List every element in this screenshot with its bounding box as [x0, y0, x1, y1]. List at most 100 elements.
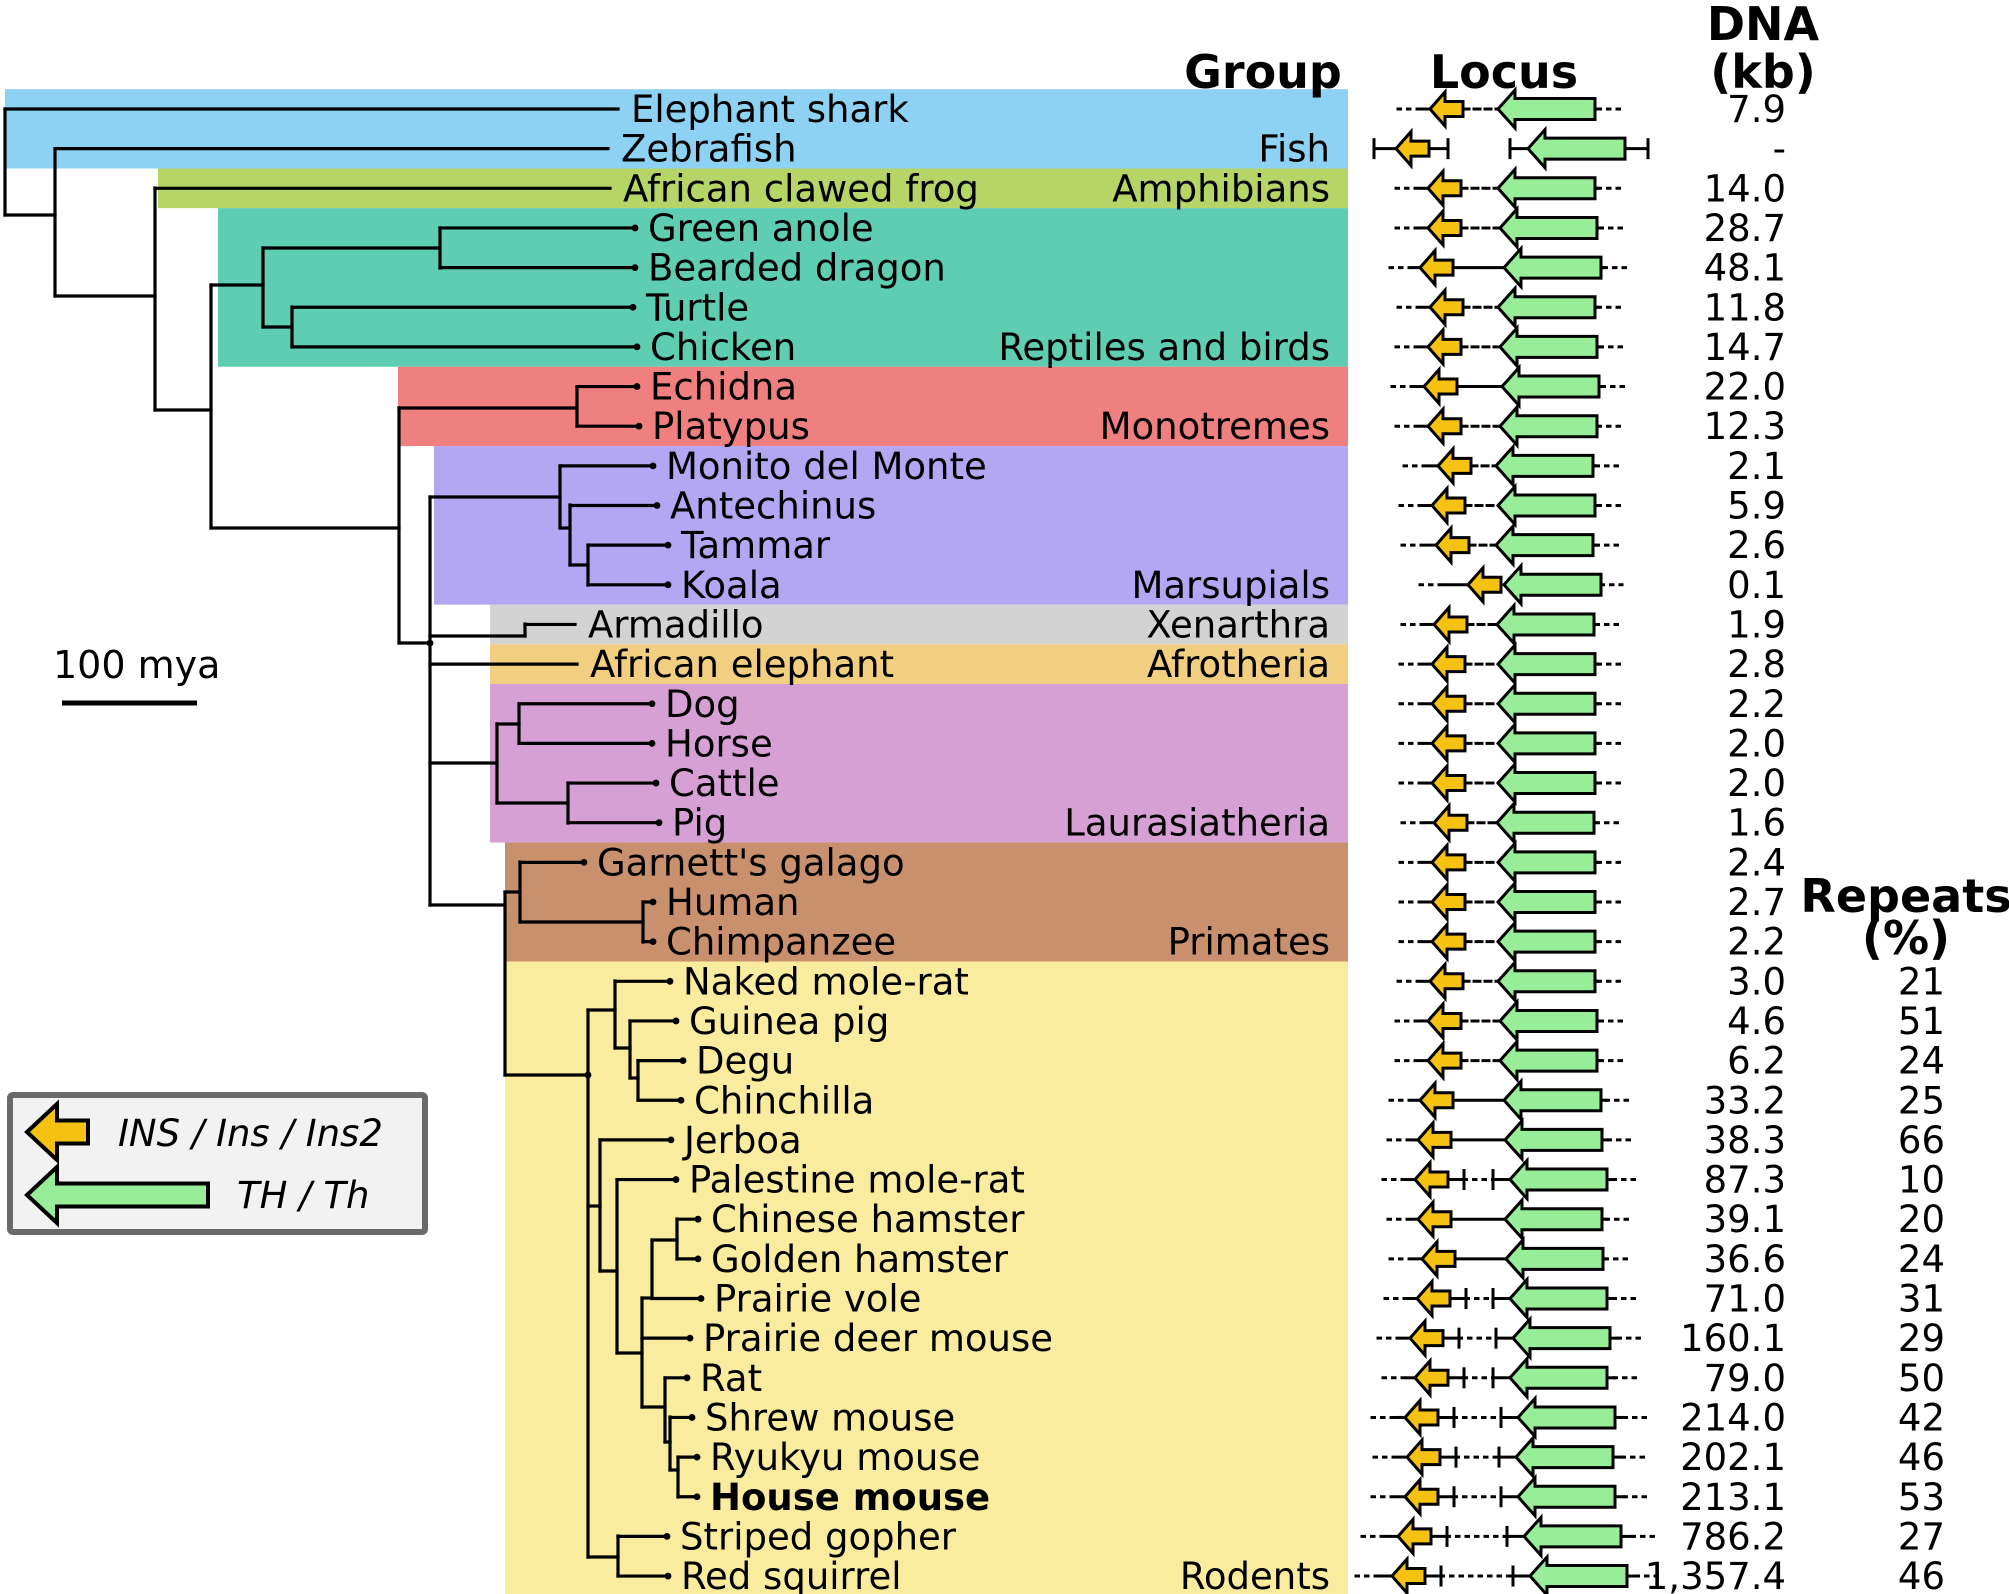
- th-arrow: [1495, 760, 1597, 806]
- tip-dot: [648, 700, 656, 708]
- th-arrow: [1527, 1553, 1629, 1594]
- group-column-header: Group: [1184, 45, 1342, 99]
- group-band-fish: [5, 89, 1348, 169]
- tip-dot: [663, 1533, 671, 1540]
- group-label-afrotheria: Afrotheria: [1147, 643, 1330, 686]
- tip-dot: [653, 502, 661, 509]
- dna-value: 87.3: [1704, 1159, 1786, 1202]
- tip-dot: [580, 858, 588, 866]
- phylogenetic-tree: [3, 107, 705, 1580]
- dna-value: 71.0: [1704, 1278, 1786, 1321]
- th-arrow: [1525, 125, 1627, 172]
- species-label-dog: Dog: [665, 683, 740, 726]
- ins-arrow: [1429, 841, 1467, 884]
- ins-arrow: [1431, 801, 1469, 844]
- tip-dot: [694, 1215, 702, 1223]
- locus-row-green-anole: [1394, 205, 1626, 251]
- species-label-house-mouse: House mouse: [710, 1476, 990, 1519]
- species-label-jerboa: Jerboa: [682, 1119, 802, 1162]
- locus-row-golden-hamster: [1388, 1235, 1631, 1282]
- species-label-zebrafish: Zebrafish: [621, 128, 797, 171]
- tip-dot: [697, 1295, 705, 1302]
- ins-arrow: [1419, 1237, 1457, 1280]
- dna-value: 213.1: [1680, 1476, 1786, 1519]
- tip-dot: [633, 343, 641, 351]
- tip-dot: [667, 1136, 675, 1144]
- locus-row-platypus: [1394, 403, 1624, 450]
- th-arrow: [1497, 403, 1599, 450]
- species-label-horse: Horse: [665, 722, 773, 765]
- th-arrow: [1495, 284, 1597, 331]
- ins-arrow: [1407, 1317, 1445, 1360]
- th-arrow: [1521, 1513, 1623, 1560]
- dna-value: -: [1773, 128, 1786, 171]
- dna-value: 48.1: [1704, 247, 1786, 290]
- ins-arrow: [1395, 1515, 1433, 1558]
- dna-value: 0.1: [1727, 564, 1786, 607]
- ins-arrow: [1425, 167, 1463, 210]
- group-band-afrotheria: [490, 644, 1348, 684]
- species-label-pig: Pig: [672, 802, 727, 845]
- tree-node-dot: [426, 639, 434, 647]
- dna-value: 1.6: [1727, 802, 1786, 845]
- locus-column: [1354, 86, 1662, 1594]
- dna-value: 3.0: [1727, 960, 1786, 1003]
- scale-bar-label: 100 mya: [53, 643, 220, 687]
- th-arrow: [1499, 363, 1601, 410]
- repeats-unit-header: (%): [1862, 911, 1950, 965]
- tip-dot: [672, 1017, 680, 1025]
- th-arrow: [1494, 799, 1596, 846]
- locus-row-palestine-mole-rat: [1381, 1156, 1639, 1203]
- locus-row-naked-mole-rat: [1396, 958, 1624, 1005]
- tip-dot: [652, 779, 660, 787]
- species-label-garnett-s-galago: Garnett's galago: [597, 841, 905, 884]
- locus-row-garnett-s-galago: [1398, 839, 1624, 886]
- ins-arrow: [1427, 88, 1465, 130]
- repeats-value: 27: [1898, 1515, 1945, 1558]
- species-label-degu: Degu: [696, 1040, 794, 1083]
- ins-arrow: [1429, 484, 1467, 527]
- dna-value: 14.0: [1704, 167, 1786, 210]
- tip-dot: [664, 1572, 672, 1580]
- ins-arrow: [1429, 722, 1467, 765]
- tip-dot: [664, 541, 672, 549]
- th-arrow: [1502, 1116, 1604, 1163]
- dna-value: 33.2: [1704, 1079, 1786, 1122]
- species-label-koala: Koala: [681, 564, 782, 607]
- dna-value: 2.4: [1727, 841, 1786, 884]
- ins-arrow: [1402, 1396, 1440, 1439]
- tip-dot: [635, 422, 643, 430]
- time-scale-bar: 100 mya: [53, 643, 220, 706]
- repeats-value: 46: [1898, 1436, 1945, 1479]
- th-arrow: [1497, 323, 1599, 370]
- group-band-reptiles-and-birds: [218, 208, 1348, 367]
- tip-dot: [672, 1176, 680, 1183]
- locus-row-pig: [1400, 799, 1622, 846]
- locus-row-guinea-pig: [1394, 998, 1626, 1044]
- dna-value: 38.3: [1704, 1119, 1786, 1162]
- tip-dot: [677, 1096, 685, 1104]
- dna-value: 202.1: [1680, 1436, 1786, 1479]
- species-label-african-clawed-frog: African clawed frog: [623, 167, 979, 210]
- tree-node-dot: [584, 1071, 592, 1079]
- dna-column-header: DNA: [1707, 0, 1820, 51]
- locus-row-turtle: [1396, 284, 1624, 331]
- legend-ins-arrow-icon: [24, 1099, 90, 1165]
- ins-arrow: [1425, 405, 1463, 448]
- locus-column-header: Locus: [1430, 45, 1578, 99]
- tip-dot: [693, 1493, 701, 1501]
- ins-arrow: [1433, 524, 1471, 567]
- th-arrow: [1495, 958, 1597, 1005]
- locus-row-african-elephant: [1398, 641, 1624, 688]
- th-arrow: [1497, 1037, 1599, 1084]
- tip-dot: [631, 264, 639, 271]
- tip-dot: [694, 1255, 702, 1263]
- dna-value: 5.9: [1727, 485, 1786, 528]
- ins-arrow: [1431, 603, 1469, 646]
- dna-value: 14.7: [1704, 326, 1786, 369]
- th-arrow: [1495, 839, 1597, 886]
- locus-row-zebrafish: [1372, 125, 1650, 172]
- species-label-naked-mole-rat: Naked mole-rat: [683, 960, 969, 1003]
